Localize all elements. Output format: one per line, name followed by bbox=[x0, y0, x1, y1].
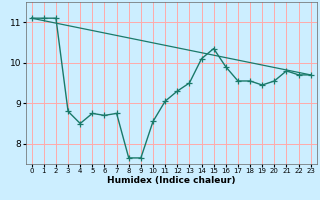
X-axis label: Humidex (Indice chaleur): Humidex (Indice chaleur) bbox=[107, 176, 236, 185]
